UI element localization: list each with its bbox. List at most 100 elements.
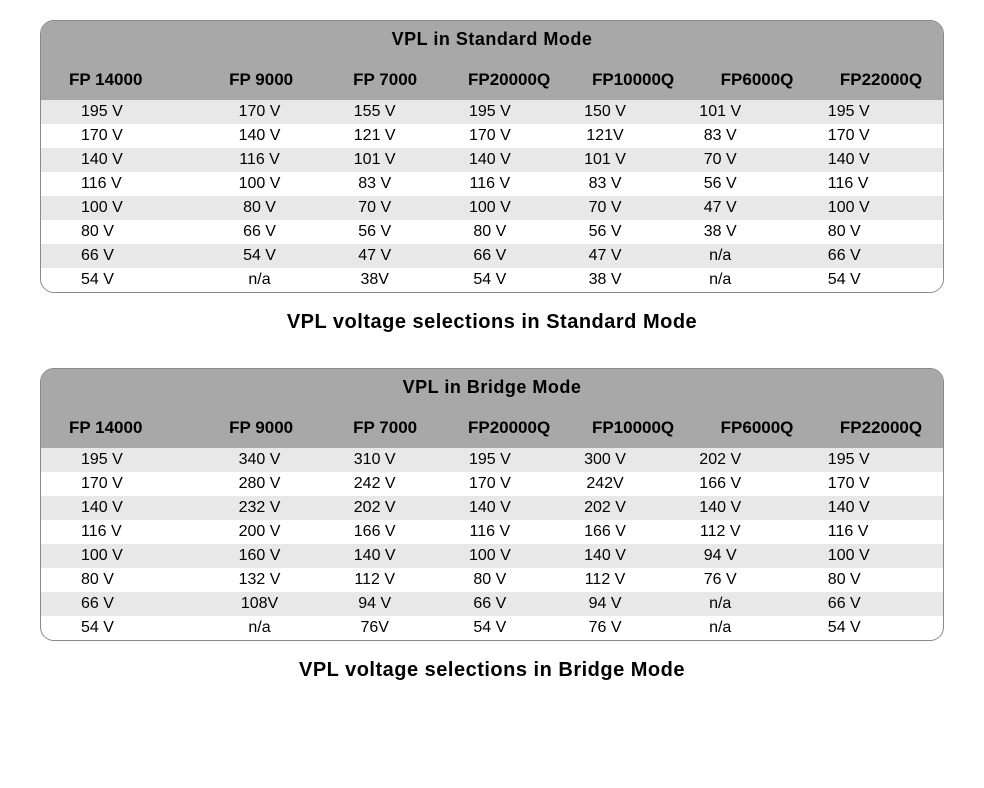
table-cell: 76 V bbox=[663, 571, 778, 589]
table-cell: 70 V bbox=[547, 199, 662, 217]
table-cell: 202 V bbox=[317, 499, 432, 517]
column-header: FP6000Q bbox=[695, 70, 819, 90]
table-cell: 54 V bbox=[432, 271, 547, 289]
table-cell: 242 V bbox=[317, 475, 432, 493]
table-cell: n/a bbox=[202, 619, 317, 637]
table-header: VPL in Standard ModeFP 14000FP 9000FP 70… bbox=[41, 21, 943, 100]
table-row: 195 V340 V310 V195 V300 V202 V195 V bbox=[41, 448, 943, 472]
table-cell: 195 V bbox=[41, 451, 202, 469]
table-cell: 242V bbox=[547, 475, 662, 493]
table-cell: 100 V bbox=[41, 547, 202, 565]
column-header: FP 9000 bbox=[199, 418, 323, 438]
table-cell: 140 V bbox=[41, 151, 202, 169]
table-cell: 170 V bbox=[432, 475, 547, 493]
table-cell: 116 V bbox=[41, 523, 202, 541]
table-cell: 47 V bbox=[547, 247, 662, 265]
table-row: 170 V280 V242 V170 V242V166 V170 V bbox=[41, 472, 943, 496]
table-cell: 195 V bbox=[432, 103, 547, 121]
table-cell: 166 V bbox=[317, 523, 432, 541]
table-cell: 66 V bbox=[41, 247, 202, 265]
table-cell: 66 V bbox=[778, 595, 943, 613]
table-cell: 140 V bbox=[432, 499, 547, 517]
table-cell: 140 V bbox=[41, 499, 202, 517]
table-row: 140 V232 V202 V140 V202 V140 V140 V bbox=[41, 496, 943, 520]
table-cell: 56 V bbox=[317, 223, 432, 241]
table-cell: 100 V bbox=[778, 199, 943, 217]
table-cell: 54 V bbox=[202, 247, 317, 265]
table-cell: 112 V bbox=[547, 571, 662, 589]
table-caption: VPL voltage selections in Bridge Mode bbox=[20, 659, 964, 682]
table-cell: 170 V bbox=[432, 127, 547, 145]
table-cell: 170 V bbox=[41, 475, 202, 493]
table-cell: 121V bbox=[547, 127, 662, 145]
table-cell: 232 V bbox=[202, 499, 317, 517]
table-cell: 202 V bbox=[663, 451, 778, 469]
table-cell: 166 V bbox=[663, 475, 778, 493]
table-cell: 195 V bbox=[432, 451, 547, 469]
table-cell: 340 V bbox=[202, 451, 317, 469]
column-header: FP20000Q bbox=[447, 70, 571, 90]
table-cell: 66 V bbox=[202, 223, 317, 241]
table-body: 195 V170 V155 V195 V150 V101 V195 V170 V… bbox=[41, 100, 943, 292]
table-cell: 94 V bbox=[663, 547, 778, 565]
table-row: 80 V66 V56 V80 V56 V38 V 80 V bbox=[41, 220, 943, 244]
table-cell: 80 V bbox=[41, 223, 202, 241]
table-cell: 170 V bbox=[778, 127, 943, 145]
table-cell: 80 V bbox=[432, 571, 547, 589]
table-row: 54 Vn/a76V54 V76 Vn/a 54 V bbox=[41, 616, 943, 640]
table-cell: 170 V bbox=[778, 475, 943, 493]
table-cell: 170 V bbox=[41, 127, 202, 145]
table-cell: 140 V bbox=[202, 127, 317, 145]
table-cell: 108V bbox=[202, 595, 317, 613]
table-cell: 116 V bbox=[432, 175, 547, 193]
table-cell: 160 V bbox=[202, 547, 317, 565]
table-cell: 116 V bbox=[202, 151, 317, 169]
table-cell: 80 V bbox=[41, 571, 202, 589]
table-cell: 54 V bbox=[41, 619, 202, 637]
table-cell: 66 V bbox=[778, 247, 943, 265]
table-row: 195 V170 V155 V195 V150 V101 V195 V bbox=[41, 100, 943, 124]
table-cell: 80 V bbox=[778, 571, 943, 589]
table-row: 140 V116 V101 V140 V101 V70 V140 V bbox=[41, 148, 943, 172]
column-header: FP 7000 bbox=[323, 70, 447, 90]
table-cell: 54 V bbox=[432, 619, 547, 637]
table-cell: 300 V bbox=[547, 451, 662, 469]
table-cell: 54 V bbox=[778, 619, 943, 637]
table-cell: 101 V bbox=[317, 151, 432, 169]
column-header: FP 9000 bbox=[199, 70, 323, 90]
table-cell: 310 V bbox=[317, 451, 432, 469]
table-cell: 54 V bbox=[778, 271, 943, 289]
table-cell: 66 V bbox=[432, 247, 547, 265]
table-cell: 195 V bbox=[778, 103, 943, 121]
table-cell: 170 V bbox=[202, 103, 317, 121]
table-cell: 80 V bbox=[202, 199, 317, 217]
table-cell: 140 V bbox=[778, 499, 943, 517]
table-cell: 140 V bbox=[663, 499, 778, 517]
table-cell: 101 V bbox=[547, 151, 662, 169]
table-cell: 47 V bbox=[317, 247, 432, 265]
vpl-table: VPL in Standard ModeFP 14000FP 9000FP 70… bbox=[40, 20, 944, 293]
table-cell: 83 V bbox=[663, 127, 778, 145]
table-body: 195 V340 V310 V195 V300 V202 V195 V170 V… bbox=[41, 448, 943, 640]
table-cell: 280 V bbox=[202, 475, 317, 493]
table-cell: 56 V bbox=[547, 223, 662, 241]
table-cell: 116 V bbox=[41, 175, 202, 193]
table-cell: 94 V bbox=[547, 595, 662, 613]
table-cell: 100 V bbox=[432, 547, 547, 565]
table-cell: 121 V bbox=[317, 127, 432, 145]
table-cell: 100 V bbox=[202, 175, 317, 193]
table-cell: 70 V bbox=[317, 199, 432, 217]
table-row: 66 V108V94 V66 V94 Vn/a 66 V bbox=[41, 592, 943, 616]
table-cell: 116 V bbox=[432, 523, 547, 541]
table-cell: n/a bbox=[663, 271, 778, 289]
table-cell: 94 V bbox=[317, 595, 432, 613]
table-row: 80 V132 V112 V80 V112 V76 V 80 V bbox=[41, 568, 943, 592]
table-title: VPL in Bridge Mode bbox=[41, 369, 943, 412]
table-cell: 155 V bbox=[317, 103, 432, 121]
table-cell: 200 V bbox=[202, 523, 317, 541]
table-cell: 38V bbox=[317, 271, 432, 289]
table-cell: 54 V bbox=[41, 271, 202, 289]
table-cell: 38 V bbox=[547, 271, 662, 289]
table-cell: 112 V bbox=[317, 571, 432, 589]
column-header: FP 14000 bbox=[41, 70, 199, 90]
